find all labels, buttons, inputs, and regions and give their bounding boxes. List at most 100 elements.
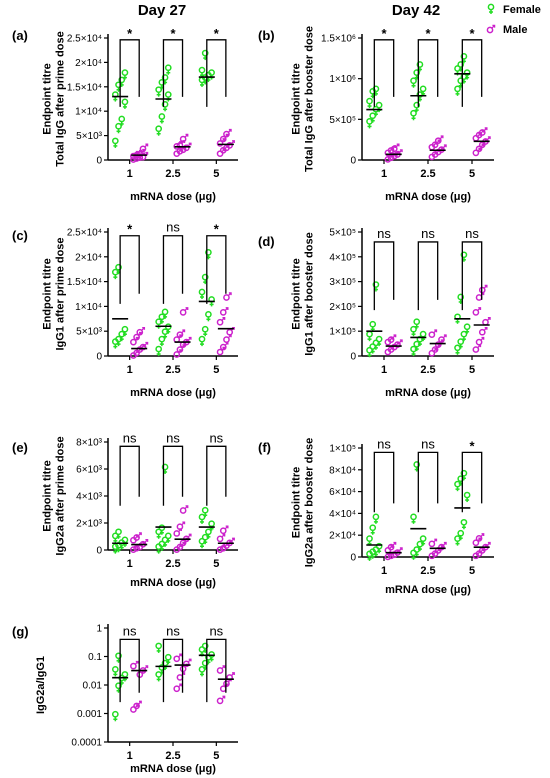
y-tick-label: 2×10³ (76, 519, 103, 530)
data-point (457, 338, 465, 349)
series-female (111, 463, 215, 554)
panel-c: (c) 0 5×10³ 1×10⁴ 1.5×10⁴ 2×10⁴ 2.5×10⁴ 1 2.5 5 mR… (12, 220, 238, 399)
legend: Female Male (486, 3, 541, 36)
data-point (216, 533, 226, 543)
series-male (384, 127, 491, 163)
panel-label: (c) (12, 228, 28, 243)
y-tick-label: 5×10⁵ (329, 115, 356, 126)
x-axis-title: mRNA dose (μg) (385, 387, 471, 399)
significance-label: ns (377, 226, 391, 241)
data-point (121, 671, 129, 682)
significance-label: ns (166, 623, 180, 638)
data-point (208, 651, 215, 662)
data-point (118, 115, 126, 126)
data-point (121, 325, 129, 337)
y-tick-label: 2.5×10⁴ (67, 228, 102, 239)
data-point (478, 127, 488, 136)
data-point (205, 528, 212, 539)
x-tick-label: 2.5 (165, 558, 180, 570)
data-point (216, 317, 226, 326)
y-tick-label: 0 (350, 352, 356, 363)
data-point (173, 683, 182, 693)
data-point (155, 318, 163, 329)
significance-label: ns (209, 623, 223, 638)
data-point (460, 330, 468, 342)
data-point (176, 672, 186, 681)
significance-bracket (162, 39, 184, 107)
significance-bracket (162, 445, 184, 506)
data-point (115, 335, 122, 347)
significance-label: * (214, 222, 220, 237)
x-tick-label: 2.5 (420, 364, 435, 376)
significance-label: ns (421, 436, 435, 451)
data-point (472, 307, 482, 316)
significance-label: * (127, 26, 133, 41)
series-male (130, 292, 235, 359)
panel-f: (f) 0 2×10⁴ 4×10⁴ 6×10⁴ 8×10⁴ 1×10⁵ 1 2.5 5 mRNA d… (258, 436, 494, 596)
series-female (366, 461, 471, 561)
significance-bracket (373, 241, 395, 311)
y-tick-label: 0.01 (83, 681, 103, 692)
data-point (155, 86, 163, 97)
x-axis-title: mRNA dose (μg) (385, 584, 471, 596)
significance-bracket (461, 241, 483, 311)
x-tick-label: 2.5 (165, 750, 180, 762)
data-point (216, 695, 226, 705)
data-point (475, 533, 485, 542)
y-axis-title: Total IgG after prime dose (55, 31, 67, 167)
x-tick-label: 5 (469, 168, 475, 180)
y-tick-label: 1.5×10⁶ (321, 34, 356, 45)
significance-bracket (206, 638, 227, 703)
y-tick-label: 5×10³ (76, 327, 103, 338)
day-label-42: Day 42 (392, 2, 440, 19)
significance-label: ns (123, 430, 137, 445)
x-tick-label: 5 (213, 364, 219, 376)
x-tick-label: 1 (381, 364, 387, 376)
data-point (164, 64, 172, 75)
y-tick-label: 2×10⁴ (75, 58, 102, 69)
y-tick-label: 1 (96, 624, 102, 635)
data-point (226, 140, 235, 149)
data-point (460, 518, 468, 530)
y-tick-label: 1×10⁵ (329, 327, 356, 338)
x-tick-label: 1 (127, 750, 133, 762)
data-point (201, 642, 209, 653)
panel-label: (g) (12, 624, 29, 639)
significance-bracket (162, 235, 184, 304)
x-tick-label: 1 (381, 565, 387, 577)
data-point (111, 137, 119, 148)
panel-label: (a) (12, 28, 28, 43)
data-point (410, 325, 417, 337)
male-symbol-icon (486, 24, 496, 34)
y-tick-label: 2.5×10⁴ (67, 34, 102, 45)
y-axis-title: Endpoint titre (291, 467, 303, 539)
data-point (158, 313, 166, 324)
data-point (457, 529, 465, 541)
series-female (366, 52, 471, 129)
x-tick-label: 2.5 (165, 364, 180, 376)
data-point (182, 658, 192, 668)
data-point (428, 329, 438, 339)
y-tick-label: 0 (350, 156, 356, 167)
data-point (121, 69, 129, 80)
data-point (173, 653, 182, 663)
y-tick-label: 6×10³ (76, 465, 103, 476)
x-tick-label: 5 (213, 168, 219, 180)
x-axis-title: mRNA dose (μg) (130, 577, 216, 589)
female-symbol-icon (487, 3, 495, 14)
data-point (438, 334, 447, 343)
data-point (375, 542, 383, 554)
data-point (176, 329, 186, 339)
x-tick-label: 1 (381, 168, 387, 180)
y-tick-label: 5×10³ (76, 131, 103, 142)
panel-label: (f) (258, 440, 271, 455)
day-label-27: Day 27 (138, 2, 186, 19)
significance-bracket (119, 638, 140, 703)
y-tick-label: 8×10⁴ (329, 465, 356, 476)
data-point (155, 642, 163, 653)
data-point (390, 143, 400, 153)
series-male (130, 128, 235, 163)
significance-bracket (461, 39, 483, 107)
y-tick-label: 6×10⁴ (329, 487, 356, 498)
y-tick-label: 1×10⁶ (329, 74, 356, 85)
